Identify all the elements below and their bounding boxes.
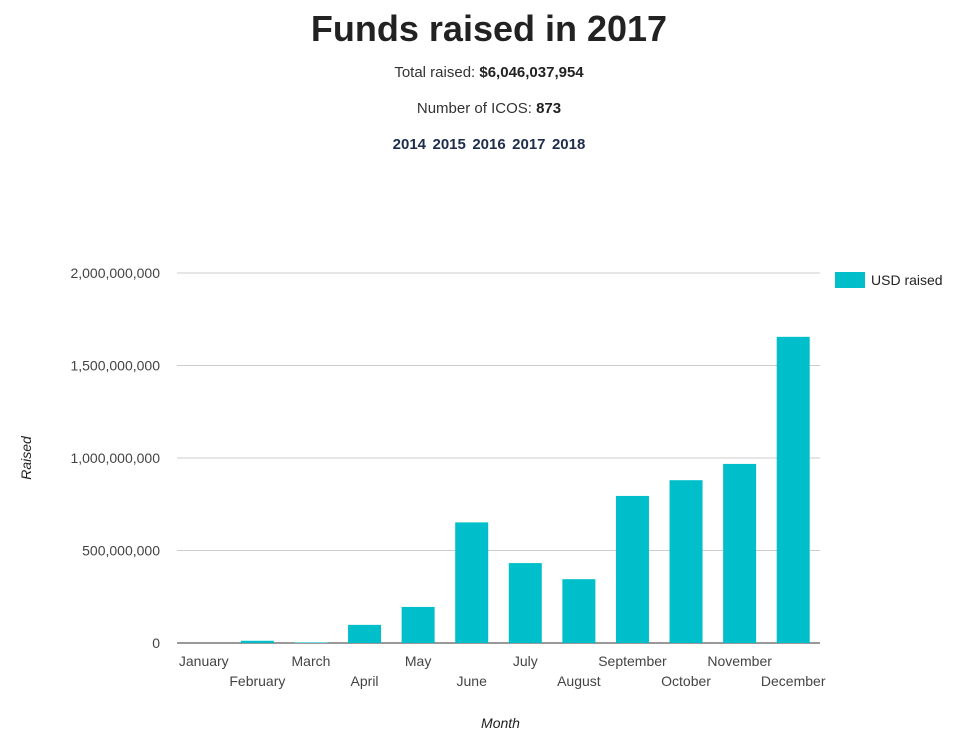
ico-count: Number of ICOS: 873 [0,100,978,117]
year-link-2014[interactable]: 2014 [392,136,427,153]
x-tick-label: February [229,673,285,689]
bar[interactable] [348,624,382,643]
total-raised: Total raised: $6,046,037,954 [0,64,978,81]
x-tick-label: September [598,653,667,669]
page-title: Funds raised in 2017 [310,8,668,49]
x-tick-label: December [761,673,826,689]
x-tick-label: July [513,653,538,669]
bar[interactable] [669,480,703,643]
year-link-2016[interactable]: 2016 [472,136,506,153]
total-raised-value: $6,046,037,954 [479,64,584,81]
x-tick-label: May [405,653,431,669]
y-tick-label: 1,500,000,000 [70,358,160,374]
legend-label: USD raised [871,272,943,288]
bar[interactable] [240,640,274,643]
legend-swatch [835,272,865,288]
year-link-2017[interactable]: 2017 [512,136,546,153]
x-tick-label: April [351,673,379,689]
bar[interactable] [294,642,328,643]
bar[interactable] [562,579,596,643]
y-tick-label: 2,000,000,000 [70,265,160,281]
year-link-2018[interactable]: 2018 [551,136,586,153]
y-tick-label: 1,000,000,000 [70,450,160,466]
bar[interactable] [776,336,810,643]
ico-count-value: 873 [536,100,562,117]
year-selector: 2014 2015 2016 2017 2018 [0,136,978,154]
x-tick-label: August [557,673,601,689]
bar[interactable] [615,495,649,643]
ico-count-label: Number of ICOS: [416,100,532,117]
x-tick-label: March [292,653,331,669]
y-tick-label: 0 [152,635,160,651]
x-tick-label: January [179,653,229,669]
bar[interactable] [723,463,757,643]
bar[interactable] [508,563,542,643]
y-tick-label: 500,000,000 [82,543,160,559]
total-raised-label: Total raised: [394,64,476,81]
x-tick-label: November [707,653,772,669]
y-axis-title: Raised [18,435,34,480]
x-tick-label: October [661,673,711,689]
bar[interactable] [455,522,489,643]
x-axis-title: Month [481,715,520,731]
year-link-2015[interactable]: 2015 [432,136,466,153]
bar[interactable] [401,606,435,643]
x-tick-label: June [457,673,488,689]
